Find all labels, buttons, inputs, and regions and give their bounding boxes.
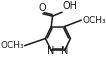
- Text: N: N: [61, 46, 69, 56]
- Text: OH: OH: [63, 1, 78, 11]
- Text: N: N: [47, 46, 54, 56]
- Text: OCH₃: OCH₃: [0, 41, 24, 50]
- Text: OCH₃: OCH₃: [82, 16, 106, 25]
- Text: O: O: [39, 3, 46, 13]
